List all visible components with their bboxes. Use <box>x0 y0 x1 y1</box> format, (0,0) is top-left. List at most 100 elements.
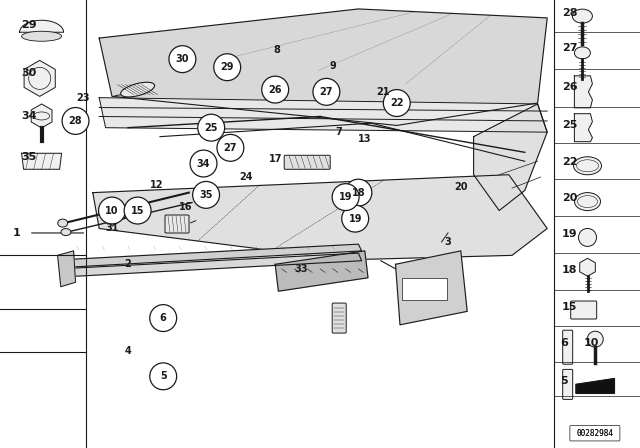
Circle shape <box>124 197 151 224</box>
Text: 1: 1 <box>13 228 20 238</box>
Circle shape <box>342 205 369 232</box>
FancyBboxPatch shape <box>570 426 620 441</box>
Text: 6: 6 <box>160 313 166 323</box>
Text: 24: 24 <box>239 172 253 182</box>
Text: 19: 19 <box>562 229 577 239</box>
Circle shape <box>383 90 410 116</box>
Circle shape <box>313 78 340 105</box>
Text: 10: 10 <box>584 338 599 348</box>
Text: 22: 22 <box>562 157 577 167</box>
Text: 15: 15 <box>562 302 577 312</box>
Polygon shape <box>275 251 368 291</box>
Circle shape <box>262 76 289 103</box>
Polygon shape <box>396 251 467 325</box>
Ellipse shape <box>22 31 61 41</box>
Text: 31: 31 <box>105 224 119 233</box>
Text: 28: 28 <box>562 8 577 17</box>
FancyBboxPatch shape <box>284 155 330 169</box>
Text: 6: 6 <box>560 338 568 348</box>
Text: 16: 16 <box>179 202 193 212</box>
Ellipse shape <box>120 82 155 97</box>
Circle shape <box>150 305 177 332</box>
Polygon shape <box>61 253 362 277</box>
Text: 29: 29 <box>21 20 36 30</box>
Text: 3: 3 <box>445 237 451 247</box>
Ellipse shape <box>58 219 68 227</box>
Text: 15: 15 <box>131 206 145 215</box>
Ellipse shape <box>579 228 596 246</box>
Polygon shape <box>575 114 593 142</box>
Polygon shape <box>93 175 547 260</box>
Polygon shape <box>99 98 547 132</box>
Ellipse shape <box>61 228 71 236</box>
Text: 35: 35 <box>199 190 213 200</box>
Text: 19: 19 <box>339 192 353 202</box>
Text: 12: 12 <box>150 180 164 190</box>
Text: 20: 20 <box>454 182 468 192</box>
Text: 19: 19 <box>348 214 362 224</box>
Text: 26: 26 <box>268 85 282 95</box>
Text: 25: 25 <box>562 120 577 129</box>
FancyBboxPatch shape <box>165 215 189 233</box>
Polygon shape <box>58 251 76 287</box>
Text: 22: 22 <box>390 98 404 108</box>
Text: 8: 8 <box>273 45 280 55</box>
FancyBboxPatch shape <box>563 330 573 364</box>
Polygon shape <box>99 9 547 125</box>
Circle shape <box>214 54 241 81</box>
Text: 27: 27 <box>562 43 577 53</box>
Text: 20: 20 <box>562 193 577 203</box>
Polygon shape <box>61 244 362 267</box>
Text: 00282984: 00282984 <box>577 429 614 438</box>
Circle shape <box>193 181 220 208</box>
Text: 9: 9 <box>330 61 336 71</box>
Text: 2: 2 <box>125 259 131 269</box>
Text: 28: 28 <box>68 116 83 126</box>
Polygon shape <box>576 379 614 393</box>
Ellipse shape <box>573 157 602 175</box>
Circle shape <box>198 114 225 141</box>
Circle shape <box>332 184 359 211</box>
Circle shape <box>169 46 196 73</box>
Ellipse shape <box>572 9 593 23</box>
Text: 34: 34 <box>196 159 211 168</box>
Polygon shape <box>474 104 547 211</box>
Text: 10: 10 <box>105 206 119 215</box>
Text: 5: 5 <box>560 376 568 386</box>
Bar <box>402 278 447 300</box>
Text: 33: 33 <box>294 264 308 274</box>
Ellipse shape <box>575 193 600 211</box>
Circle shape <box>62 108 89 134</box>
Text: 30: 30 <box>175 54 189 64</box>
Text: 26: 26 <box>562 82 577 92</box>
Circle shape <box>217 134 244 161</box>
Text: 35: 35 <box>21 152 36 162</box>
Ellipse shape <box>575 47 591 59</box>
Text: 25: 25 <box>204 123 218 133</box>
Circle shape <box>345 179 372 206</box>
FancyBboxPatch shape <box>563 370 573 399</box>
Circle shape <box>190 150 217 177</box>
Text: 18: 18 <box>562 265 577 275</box>
Polygon shape <box>22 153 61 169</box>
FancyBboxPatch shape <box>332 303 346 333</box>
Text: 17: 17 <box>268 154 282 164</box>
Text: 00282984: 00282984 <box>577 429 614 438</box>
Text: 30: 30 <box>21 68 36 78</box>
Polygon shape <box>575 76 593 108</box>
Text: 27: 27 <box>223 143 237 153</box>
Polygon shape <box>20 20 63 32</box>
Text: 23: 23 <box>76 93 90 103</box>
Text: 13: 13 <box>358 134 372 144</box>
Text: 29: 29 <box>220 62 234 72</box>
FancyBboxPatch shape <box>571 301 596 319</box>
Text: 34: 34 <box>21 111 36 121</box>
Ellipse shape <box>588 331 604 347</box>
Circle shape <box>99 197 125 224</box>
Text: 4: 4 <box>125 346 131 356</box>
Text: 7: 7 <box>336 127 342 137</box>
Text: 18: 18 <box>351 188 365 198</box>
Text: 5: 5 <box>160 371 166 381</box>
Text: 21: 21 <box>376 87 390 97</box>
Text: 27: 27 <box>319 87 333 97</box>
